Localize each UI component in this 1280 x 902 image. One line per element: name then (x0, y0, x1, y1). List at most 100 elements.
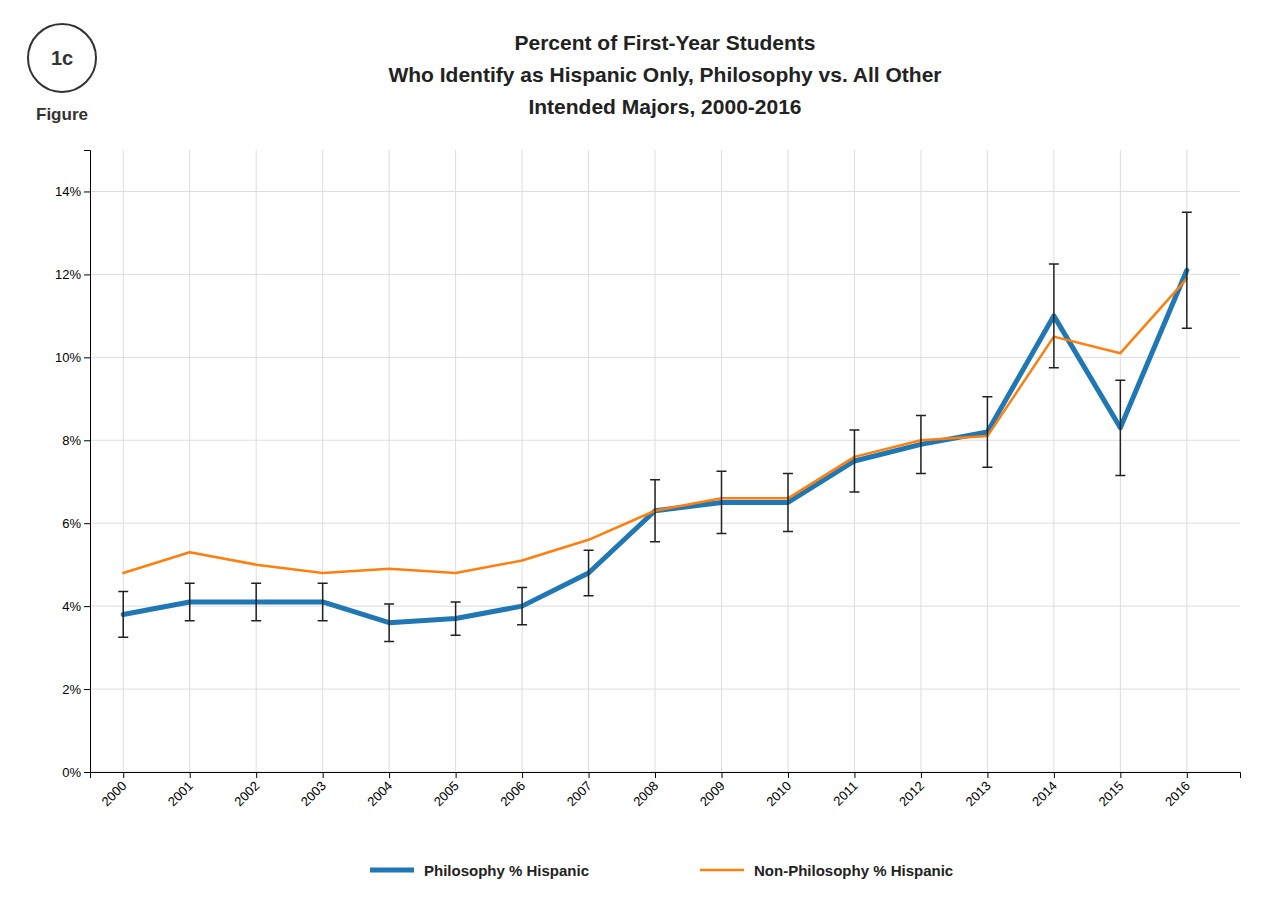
x-tick: 2001 (165, 772, 196, 809)
error-bar (185, 583, 195, 620)
x-tick-label: 2005 (431, 778, 462, 809)
y-axis: 0%2%4%6%8%10%12%14% (55, 151, 91, 780)
grid-line (721, 150, 722, 772)
y-tick: 4% (62, 599, 90, 614)
grid-line (389, 150, 390, 772)
x-tick: 2013 (963, 772, 994, 809)
legend: Philosophy % HispanicNon-Philosophy % Hi… (370, 862, 953, 879)
legend-swatch (370, 868, 414, 873)
x-tick-mark (1054, 772, 1055, 778)
y-tick: 12% (55, 267, 90, 282)
y-tick-label: 12% (55, 267, 81, 282)
x-tick-mark (1187, 772, 1188, 778)
grid-line (90, 191, 1240, 192)
x-tick-label: 2001 (165, 778, 196, 809)
grid-line (787, 150, 788, 772)
series-line (123, 279, 1187, 573)
x-tick-mark (987, 772, 988, 778)
grid-line (522, 150, 523, 772)
legend-swatch (700, 869, 744, 872)
grid-line (90, 357, 1240, 358)
grid-line (90, 606, 1240, 607)
x-tick-mark (722, 772, 723, 778)
chart-container: 1cFigurePercent of First-Year StudentsWh… (0, 0, 1280, 902)
error-bar (916, 415, 926, 473)
x-tick-label: 2008 (630, 778, 661, 809)
x-tick-label: 2003 (298, 778, 329, 809)
y-tick: 10% (55, 350, 90, 365)
grid-line (90, 689, 1240, 690)
grid-line (322, 150, 323, 772)
x-tick: 2010 (763, 772, 794, 809)
legend-label: Non-Philosophy % Hispanic (754, 862, 953, 879)
y-tick-label: 4% (62, 599, 81, 614)
figure-label-circle (28, 24, 96, 92)
y-tick-mark (84, 689, 90, 690)
error-bar (717, 471, 727, 533)
grid-line (90, 274, 1240, 275)
error-bar (251, 583, 261, 620)
x-tick-mark (854, 772, 855, 778)
y-tick: 14% (55, 184, 90, 199)
x-tick: 2008 (630, 772, 661, 809)
error-bar (318, 583, 328, 620)
error-bar (1115, 380, 1125, 475)
x-tick-label: 2013 (963, 778, 994, 809)
grid-line (655, 150, 656, 772)
figure-label: 1c (51, 47, 73, 69)
x-tick-label: 2011 (830, 778, 860, 808)
grid-line (90, 523, 1240, 524)
y-tick-mark (84, 772, 90, 773)
x-tick-label: 2006 (497, 778, 528, 809)
y-tick-label: 0% (62, 765, 81, 780)
x-tick: 2012 (896, 772, 927, 809)
x-tick-label: 2014 (1029, 778, 1060, 809)
error-bar (384, 604, 394, 641)
title: Percent of First-Year Students (514, 31, 815, 54)
x-tick: 2000 (98, 772, 129, 809)
x-tick-label: 2016 (1162, 778, 1193, 809)
grid-line (1053, 150, 1054, 772)
x-tick-mark (323, 772, 324, 778)
x-tick-mark (256, 772, 257, 778)
plot: 2000200120022003200420052006200720082009… (55, 150, 1241, 809)
error-bar (584, 550, 594, 596)
y-tick: 2% (62, 682, 90, 697)
x-tick-mark (123, 772, 124, 778)
chart: 1cFigurePercent of First-Year StudentsWh… (0, 0, 1280, 902)
grid-line (588, 150, 589, 772)
x-tick-mark (921, 772, 922, 778)
x-tick: 2003 (298, 772, 329, 809)
series-line (123, 270, 1187, 622)
x-tick-mark (389, 772, 390, 778)
y-tick-mark (84, 440, 90, 441)
grid-line (189, 150, 190, 772)
y-tick-label: 2% (62, 682, 81, 697)
error-bar (517, 587, 527, 624)
x-tick: 2006 (497, 772, 528, 809)
grid-line (90, 440, 1240, 441)
x-tick: 2016 (1162, 772, 1193, 809)
x-tick-label: 2004 (364, 778, 395, 809)
error-bar (982, 397, 992, 467)
grid-line (123, 150, 124, 772)
x-tick-label: 2015 (1096, 778, 1127, 809)
error-bar (849, 430, 859, 492)
x-tick-mark (456, 772, 457, 778)
title: Who Identify as Hispanic Only, Philosoph… (388, 63, 941, 86)
x-tick-label: 2012 (896, 778, 927, 809)
y-tick-mark (84, 357, 90, 358)
grid-line (455, 150, 456, 772)
x-tick-mark (589, 772, 590, 778)
x-tick: 2002 (231, 772, 262, 809)
y-tick-mark (84, 523, 90, 524)
x-axis-line (91, 773, 1241, 779)
x-tick: 2004 (364, 772, 395, 809)
x-tick-mark (522, 772, 523, 778)
y-tick: 6% (62, 516, 90, 531)
grid (90, 150, 1240, 772)
error-bar (650, 480, 660, 542)
x-tick-label: 2010 (763, 778, 794, 809)
y-tick-mark (84, 191, 90, 192)
y-tick-mark (84, 274, 90, 275)
